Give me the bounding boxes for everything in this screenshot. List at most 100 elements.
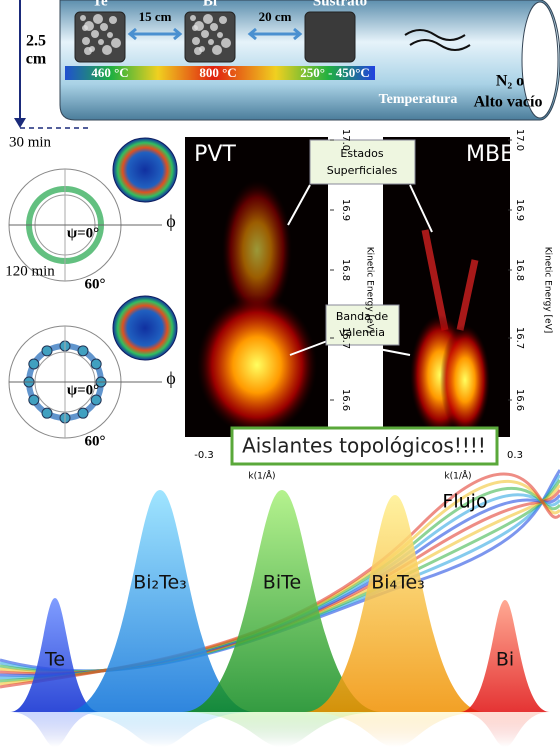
peak-spot <box>90 394 102 406</box>
arrow-head <box>14 118 26 128</box>
peak-spot <box>90 358 102 370</box>
time-label: 120 min <box>5 263 55 279</box>
peak-spot <box>28 394 40 406</box>
phase-label: Bi <box>496 649 514 671</box>
k-tick: -0.3 <box>194 450 214 461</box>
distance-arrow <box>247 27 303 41</box>
crystal <box>82 25 88 31</box>
peak-spot <box>28 358 40 370</box>
source-label: Sustrato <box>313 0 367 9</box>
phase-peak <box>182 490 382 712</box>
phase-peak <box>65 490 255 712</box>
crystal <box>93 14 103 24</box>
source-label: Bi <box>203 0 217 9</box>
energy-tick: 16.7 <box>514 327 525 349</box>
callout-arrow <box>287 184 433 356</box>
peak-spot <box>77 407 89 419</box>
crystal <box>84 47 92 55</box>
band-intensity <box>222 180 292 320</box>
crystal <box>194 47 202 55</box>
pole-figure <box>112 137 178 203</box>
k-tick: 0.3 <box>507 450 523 461</box>
energy-axis-label: Kinetic Energy [eV] <box>543 247 553 334</box>
atmosphere-label: N₂ o <box>496 73 524 90</box>
energy-axis-label: Kinetic Energy [eV] <box>365 247 375 334</box>
callout-text: Estados <box>340 147 383 160</box>
crystal <box>98 39 104 45</box>
band-intensity <box>440 325 490 435</box>
height-label: cm <box>26 51 47 68</box>
phase-peak <box>460 600 550 712</box>
phase-label: BiTe <box>263 572 301 594</box>
crystal <box>111 38 121 48</box>
crystal <box>100 23 108 31</box>
temperature-label: 800 °C <box>199 65 236 80</box>
reflection-fade <box>0 712 560 747</box>
phase-label: Bi₂Te₃ <box>133 572 187 594</box>
psi-label: ψ=0° <box>67 225 99 241</box>
phase-peak <box>10 598 100 712</box>
pole-figure <box>112 295 178 361</box>
crystal <box>203 14 213 24</box>
tube-end <box>521 1 559 119</box>
crystal <box>210 23 218 31</box>
gas-flow <box>404 29 471 51</box>
crystal <box>102 45 112 55</box>
k-axis-label: k(1/Å) <box>248 470 275 482</box>
temperature-bar <box>65 66 375 80</box>
energy-tick: 16.8 <box>340 259 351 281</box>
polar-plots <box>8 137 178 439</box>
banner-text: Aislantes topológicos!!!! <box>242 434 486 458</box>
phi-label: ϕ <box>166 368 175 388</box>
panel-label: MBE <box>466 142 514 167</box>
energy-tick: 16.7 <box>340 327 351 349</box>
crystal <box>80 15 86 21</box>
callout-box <box>325 304 400 346</box>
temperature-caption: Temperatura <box>379 92 458 107</box>
k-axis-label: k(1/Å) <box>444 470 471 482</box>
angle-label: 60° <box>85 276 106 292</box>
phase-peak <box>305 495 485 712</box>
phi-label: ϕ <box>166 211 175 231</box>
peak-spot <box>41 345 53 357</box>
crystal <box>219 16 227 24</box>
distance-arrow <box>127 27 183 41</box>
atmosphere-label: Alto vacío <box>474 94 543 111</box>
distance-label: 20 cm <box>259 9 292 24</box>
crystal <box>109 16 117 24</box>
crystal <box>221 38 231 48</box>
callout-text: Banda de <box>336 310 388 323</box>
crucible <box>304 11 356 63</box>
callout-text: Superficiales <box>327 164 398 177</box>
crystal <box>107 32 113 38</box>
crystal <box>212 45 222 55</box>
time-label: 30 min <box>9 134 52 150</box>
peak-spot <box>41 407 53 419</box>
phase-label: Te <box>44 649 65 671</box>
crystal <box>201 30 209 38</box>
phase-label: Bi₄Te₃ <box>371 572 425 594</box>
temperature-label: 250° - 450°C <box>300 65 370 80</box>
distance-label: 15 cm <box>139 9 172 24</box>
energy-tick: 16.6 <box>340 389 351 411</box>
temperature-label: 460 °C <box>91 65 128 80</box>
crystal <box>190 15 196 21</box>
surface-state <box>421 229 479 331</box>
energy-tick: 16.6 <box>514 389 525 411</box>
crystal <box>192 25 198 31</box>
energy-tick: 16.9 <box>514 199 525 221</box>
height-label: 2.5 <box>26 33 46 50</box>
callout-text: valencia <box>339 326 385 339</box>
crystal <box>208 39 214 45</box>
angle-label: 60° <box>85 433 106 449</box>
energy-tick: 17.0 <box>514 129 525 151</box>
flow-label: Flujo <box>442 491 487 513</box>
callout-box <box>309 139 416 185</box>
crystal <box>82 37 90 45</box>
crystal <box>192 37 200 45</box>
source-label: Te <box>92 0 108 9</box>
peak-spot <box>77 345 89 357</box>
banner-box <box>230 426 499 466</box>
energy-tick: 17.0 <box>340 129 351 151</box>
